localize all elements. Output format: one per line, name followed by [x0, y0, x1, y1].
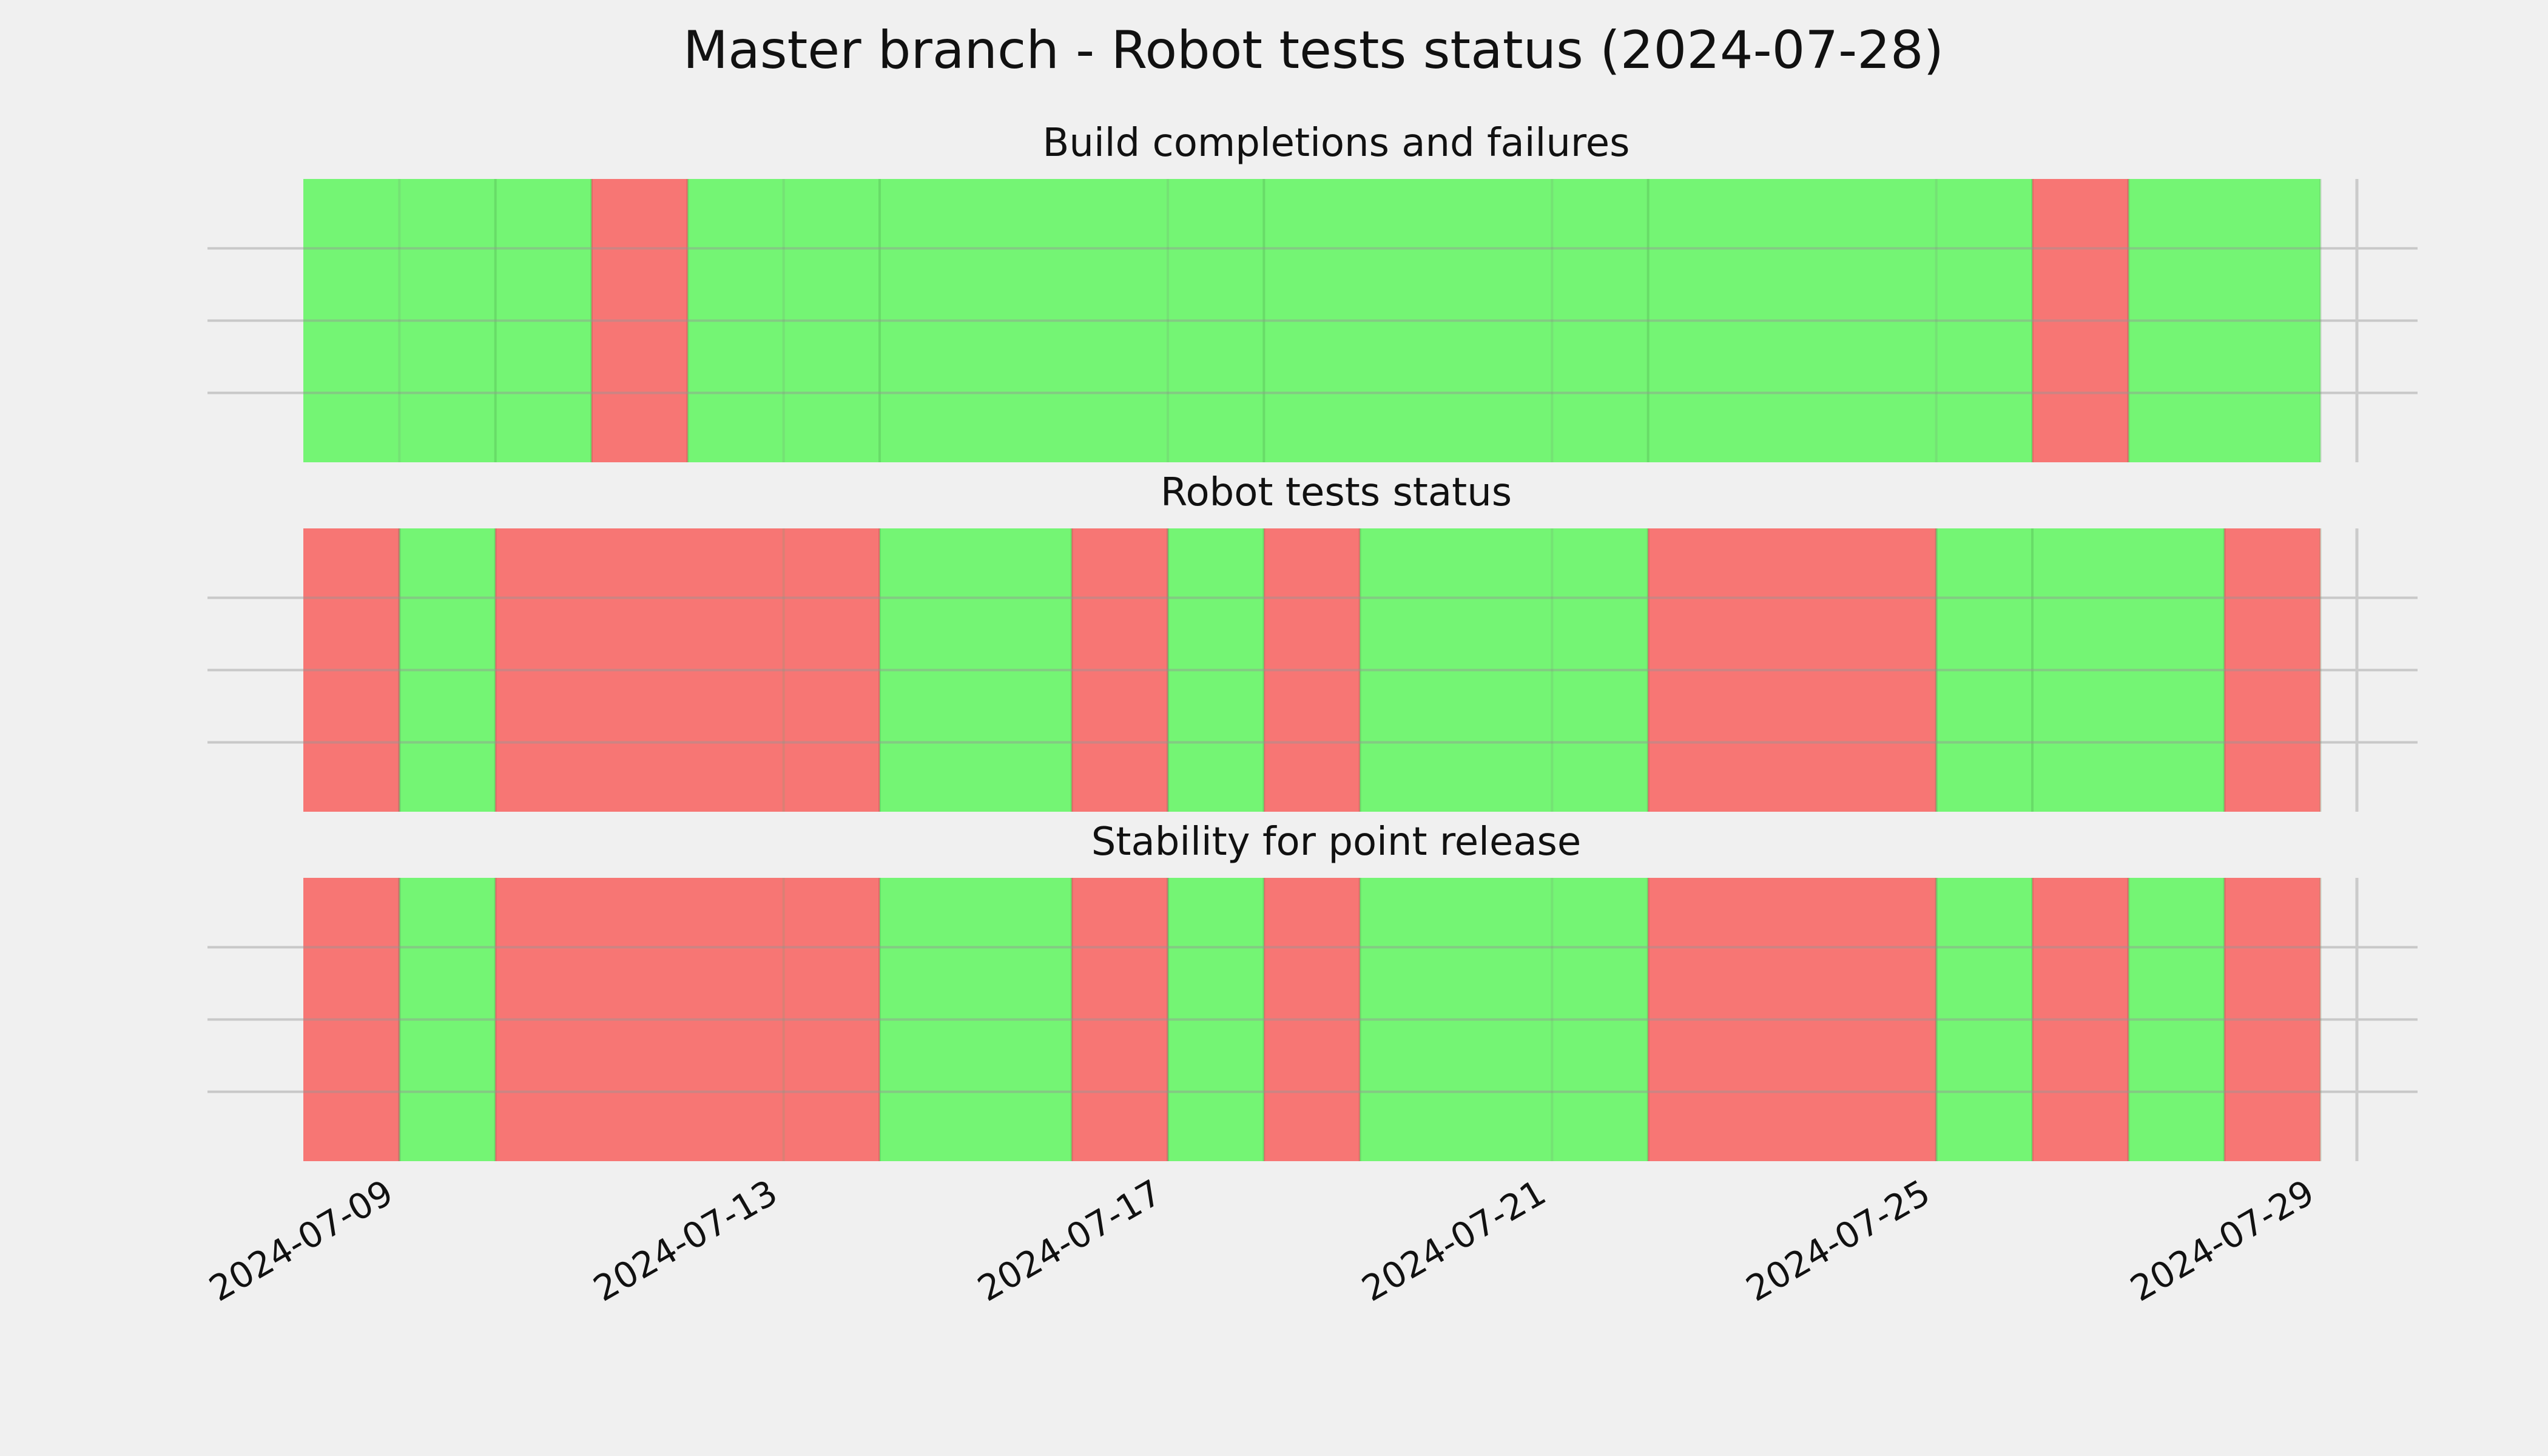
- status-band-fail: [2032, 179, 2129, 462]
- status-band-fail: [1071, 878, 1168, 1161]
- panel-title: Build completions and failures: [1043, 121, 1630, 166]
- status-band-pass: [880, 878, 1072, 1161]
- status-band-fail: [592, 179, 688, 462]
- panel-2: Robot tests status: [207, 470, 2418, 812]
- status-band-pass: [880, 528, 1072, 812]
- status-band-pass: [1936, 878, 2032, 1161]
- status-band-fail: [2224, 528, 2320, 812]
- status-band-pass: [1360, 528, 1648, 812]
- status-band-fail: [1264, 878, 1360, 1161]
- status-band-pass: [1168, 528, 1264, 812]
- status-band-pass: [2032, 528, 2225, 812]
- status-band-pass: [399, 878, 496, 1161]
- status-band-pass: [2128, 878, 2225, 1161]
- panel-1: Build completions and failures: [207, 121, 2418, 462]
- status-band-fail: [495, 528, 880, 812]
- status-band-pass: [1264, 179, 1648, 462]
- status-band-pass: [880, 179, 1264, 462]
- chart-title: Master branch - Robot tests status (2024…: [683, 20, 1944, 81]
- status-band-fail: [303, 878, 400, 1161]
- status-band-pass: [1168, 878, 1264, 1161]
- status-band-fail: [1648, 878, 1936, 1161]
- panel-title: Stability for point release: [1091, 820, 1582, 864]
- chart-panels: Build completions and failures Robot test…: [207, 121, 2418, 1161]
- status-band-pass: [1360, 878, 1648, 1161]
- status-band-pass: [687, 179, 880, 462]
- status-band-pass: [399, 528, 496, 812]
- status-band-fail: [2224, 878, 2320, 1161]
- status-band-fail: [1264, 528, 1360, 812]
- status-band-pass: [495, 179, 592, 462]
- status-band-pass: [2128, 179, 2320, 462]
- status-band-pass: [303, 179, 496, 462]
- status-band-fail: [1071, 528, 1168, 812]
- panel-title: Robot tests status: [1161, 470, 1512, 515]
- status-band-pass: [1648, 179, 2032, 462]
- status-band-fail: [2032, 878, 2129, 1161]
- status-band-pass: [1936, 528, 2032, 812]
- status-band-fail: [1648, 528, 1936, 812]
- panel-3: Stability for point release: [207, 820, 2418, 1161]
- status-band-fail: [303, 528, 400, 812]
- status-band-fail: [495, 878, 880, 1161]
